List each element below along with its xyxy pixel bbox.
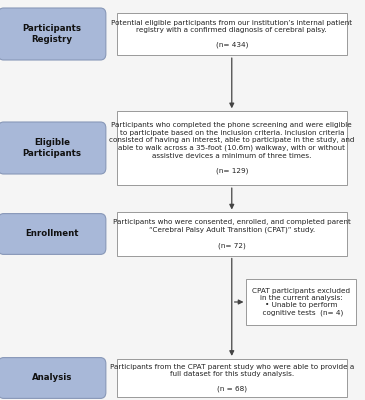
FancyBboxPatch shape [0, 122, 106, 174]
FancyBboxPatch shape [117, 111, 347, 185]
Text: CPAT participants excluded
in the current analysis:
• Unable to perform
  cognit: CPAT participants excluded in the curren… [252, 288, 350, 316]
Text: Potential eligible participants from our institution’s internal patient
registry: Potential eligible participants from our… [111, 20, 352, 48]
Text: Participants
Registry: Participants Registry [23, 24, 81, 44]
FancyBboxPatch shape [117, 359, 347, 397]
FancyBboxPatch shape [117, 212, 347, 256]
Text: Eligible
Participants: Eligible Participants [23, 138, 81, 158]
Text: Participants who were consented, enrolled, and completed parent
“Cerebral Palsy : Participants who were consented, enrolle… [113, 219, 351, 249]
FancyBboxPatch shape [117, 13, 347, 55]
Text: Enrollment: Enrollment [25, 230, 79, 238]
Text: Participants who completed the phone screening and were eligible
to participate : Participants who completed the phone scr… [109, 122, 354, 174]
FancyBboxPatch shape [0, 214, 106, 254]
FancyBboxPatch shape [0, 8, 106, 60]
FancyBboxPatch shape [0, 358, 106, 398]
FancyBboxPatch shape [246, 279, 356, 325]
Text: Participants from the CPAT parent study who were able to provide a
full dataset : Participants from the CPAT parent study … [110, 364, 354, 392]
Text: Analysis: Analysis [32, 374, 72, 382]
